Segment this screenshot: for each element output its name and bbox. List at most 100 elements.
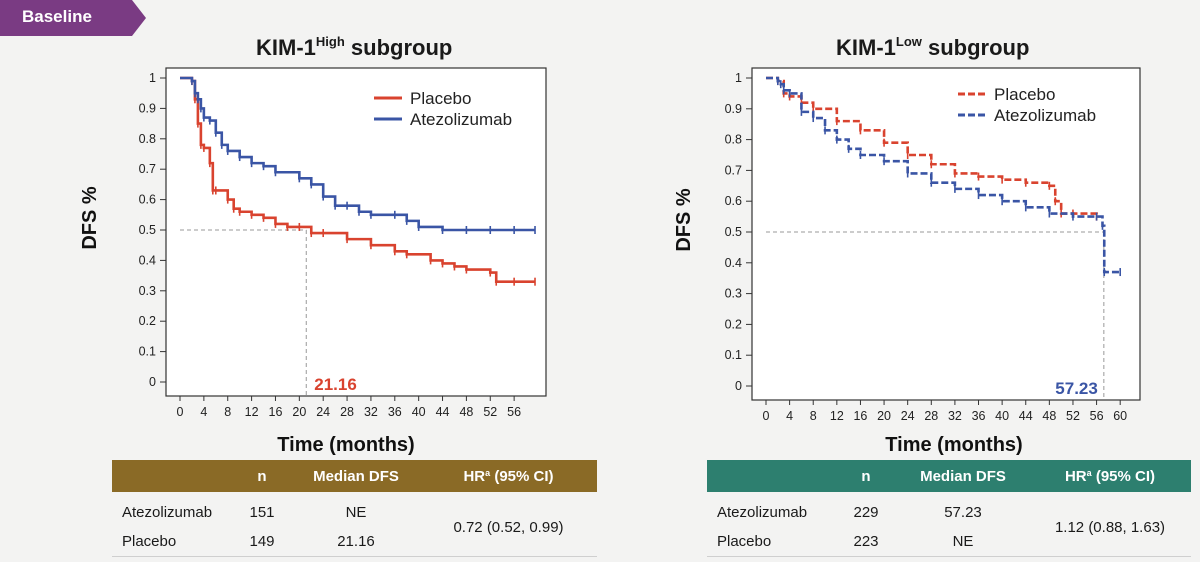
right-table-header: n Median DFS HRa (95% CI) xyxy=(707,460,1191,492)
x-tick-label: 24 xyxy=(316,405,330,419)
plot-frame xyxy=(751,67,1141,401)
legend-label-atezolizumab: Atezolizumab xyxy=(410,110,512,129)
y-tick-label: 0.3 xyxy=(139,284,156,298)
x-tick-label: 48 xyxy=(459,405,473,419)
x-tick-label: 44 xyxy=(1019,409,1033,423)
table-row: Atezolizumab 151 NE 0.72 (0.52, 0.99) xyxy=(112,492,597,536)
col-hr: HRa (95% CI) xyxy=(1029,460,1191,492)
row-n: 229 xyxy=(853,504,879,521)
row-median: NE xyxy=(345,504,367,521)
badge-shape xyxy=(0,0,146,36)
x-tick-label: 4 xyxy=(200,405,207,419)
row-median: 57.23 xyxy=(944,504,982,521)
y-tick-label: 0.7 xyxy=(139,162,156,176)
plot-frame xyxy=(165,67,547,397)
x-tick-label: 36 xyxy=(972,409,986,423)
table-row: Placebo 223 NE xyxy=(707,527,1191,557)
chart-kim1-high: 00.10.20.30.40.50.60.70.80.910 4 8 12 16 20 24… xyxy=(79,67,547,456)
x-tick-label: 28 xyxy=(924,409,938,423)
x-tick-label: 52 xyxy=(483,405,497,419)
col-n: n xyxy=(835,460,897,492)
km-plots: 00.10.20.30.40.50.60.70.80.910 4 8 12 16 20 24… xyxy=(79,67,1141,456)
x-tick-label: 16 xyxy=(853,409,867,423)
row-median: NE xyxy=(952,533,974,550)
row-arm: Placebo xyxy=(122,533,177,550)
left-table-header: n Median DFS HRa (95% CI) xyxy=(112,460,597,492)
x-tick-label: 8 xyxy=(224,405,231,419)
col-hr: HRa (95% CI) xyxy=(420,460,597,492)
x-tick-label: 20 xyxy=(877,409,891,423)
y-tick-label: 0.6 xyxy=(139,193,156,207)
row-arm: Placebo xyxy=(717,533,772,550)
row-n: 149 xyxy=(249,533,275,550)
y-tick-label: 0.2 xyxy=(139,314,156,328)
baseline-badge: Baseline xyxy=(0,0,146,36)
y-tick-label: 0.2 xyxy=(725,317,742,331)
row-hr: 0.72 (0.52, 0.99) xyxy=(453,518,564,536)
col-median-dfs: Median DFS xyxy=(897,460,1029,492)
x-tick-label: 28 xyxy=(340,405,354,419)
col-n: n xyxy=(232,460,292,492)
y-axis-label: DFS % xyxy=(673,188,695,252)
y-tick-label: 0.9 xyxy=(139,101,156,115)
x-tick-label: 56 xyxy=(507,405,521,419)
x-tick-label: 0 xyxy=(763,409,770,423)
x-tick-label: 8 xyxy=(810,409,817,423)
row-n: 223 xyxy=(853,533,879,550)
x-tick-label: 32 xyxy=(948,409,962,423)
x-axis-label: Time (months) xyxy=(277,434,414,456)
x-tick-label: 44 xyxy=(436,405,450,419)
y-tick-label: 0.1 xyxy=(725,348,742,362)
y-tick-label: 0.4 xyxy=(725,256,742,270)
row-n: 151 xyxy=(249,504,275,521)
y-tick-label: 0 xyxy=(149,375,156,389)
badge-label: Baseline xyxy=(22,7,92,26)
table-row: Atezolizumab 229 57.23 1.12 (0.88, 1.63) xyxy=(707,492,1191,536)
y-tick-label: 0.8 xyxy=(725,133,742,147)
x-tick-label: 12 xyxy=(245,405,259,419)
y-tick-label: 0.6 xyxy=(725,194,742,208)
x-tick-label: 12 xyxy=(830,409,844,423)
y-tick-label: 1 xyxy=(149,71,156,85)
table-row: Placebo 149 21.16 xyxy=(112,527,597,557)
median-label: 57.23 xyxy=(1055,379,1098,398)
legend-label-atezolizumab: Atezolizumab xyxy=(994,106,1096,125)
x-tick-label: 40 xyxy=(412,405,426,419)
row-median: 21.16 xyxy=(337,533,375,550)
series-line-placebo xyxy=(766,76,1098,217)
chart-kim1-low: 00.10.20.30.40.50.60.70.80.910 4 8 12 16 20 24… xyxy=(673,67,1141,456)
x-tick-label: 52 xyxy=(1066,409,1080,423)
legend-label-placebo: Placebo xyxy=(994,85,1055,104)
y-tick-label: 0.4 xyxy=(139,253,156,267)
x-tick-label: 16 xyxy=(269,405,283,419)
x-tick-label: 4 xyxy=(786,409,793,423)
y-tick-label: 1 xyxy=(735,71,742,85)
y-tick-label: 0.5 xyxy=(139,223,156,237)
x-tick-label: 40 xyxy=(995,409,1009,423)
y-tick-label: 0.1 xyxy=(139,345,156,359)
y-axis-label: DFS % xyxy=(79,186,101,250)
y-tick-label: 0.3 xyxy=(725,287,742,301)
x-tick-label: 24 xyxy=(901,409,915,423)
right-summary-table: n Median DFS HRa (95% CI) Atezolizumab 2… xyxy=(707,460,1191,557)
x-tick-label: 60 xyxy=(1113,409,1127,423)
x-tick-label: 32 xyxy=(364,405,378,419)
x-axis-label: Time (months) xyxy=(885,434,1022,456)
x-tick-label: 56 xyxy=(1090,409,1104,423)
row-arm: Atezolizumab xyxy=(122,504,213,521)
x-tick-label: 0 xyxy=(177,405,184,419)
right-chart-title: KIM-1Low subgroup xyxy=(836,34,1030,60)
y-tick-label: 0.7 xyxy=(725,163,742,177)
median-label: 21.16 xyxy=(314,375,357,394)
y-tick-label: 0.8 xyxy=(139,132,156,146)
legend-label-placebo: Placebo xyxy=(410,89,471,108)
x-tick-label: 20 xyxy=(292,405,306,419)
row-arm: Atezolizumab xyxy=(717,504,808,521)
x-tick-label: 36 xyxy=(388,405,402,419)
row-hr: 1.12 (0.88, 1.63) xyxy=(1054,518,1166,536)
col-median-dfs: Median DFS xyxy=(292,460,420,492)
y-tick-label: 0.5 xyxy=(725,225,742,239)
left-chart-title: KIM-1High subgroup xyxy=(256,34,453,60)
left-summary-table: n Median DFS HRa (95% CI) Atezolizumab 1… xyxy=(112,460,597,557)
y-tick-label: 0 xyxy=(735,379,742,393)
